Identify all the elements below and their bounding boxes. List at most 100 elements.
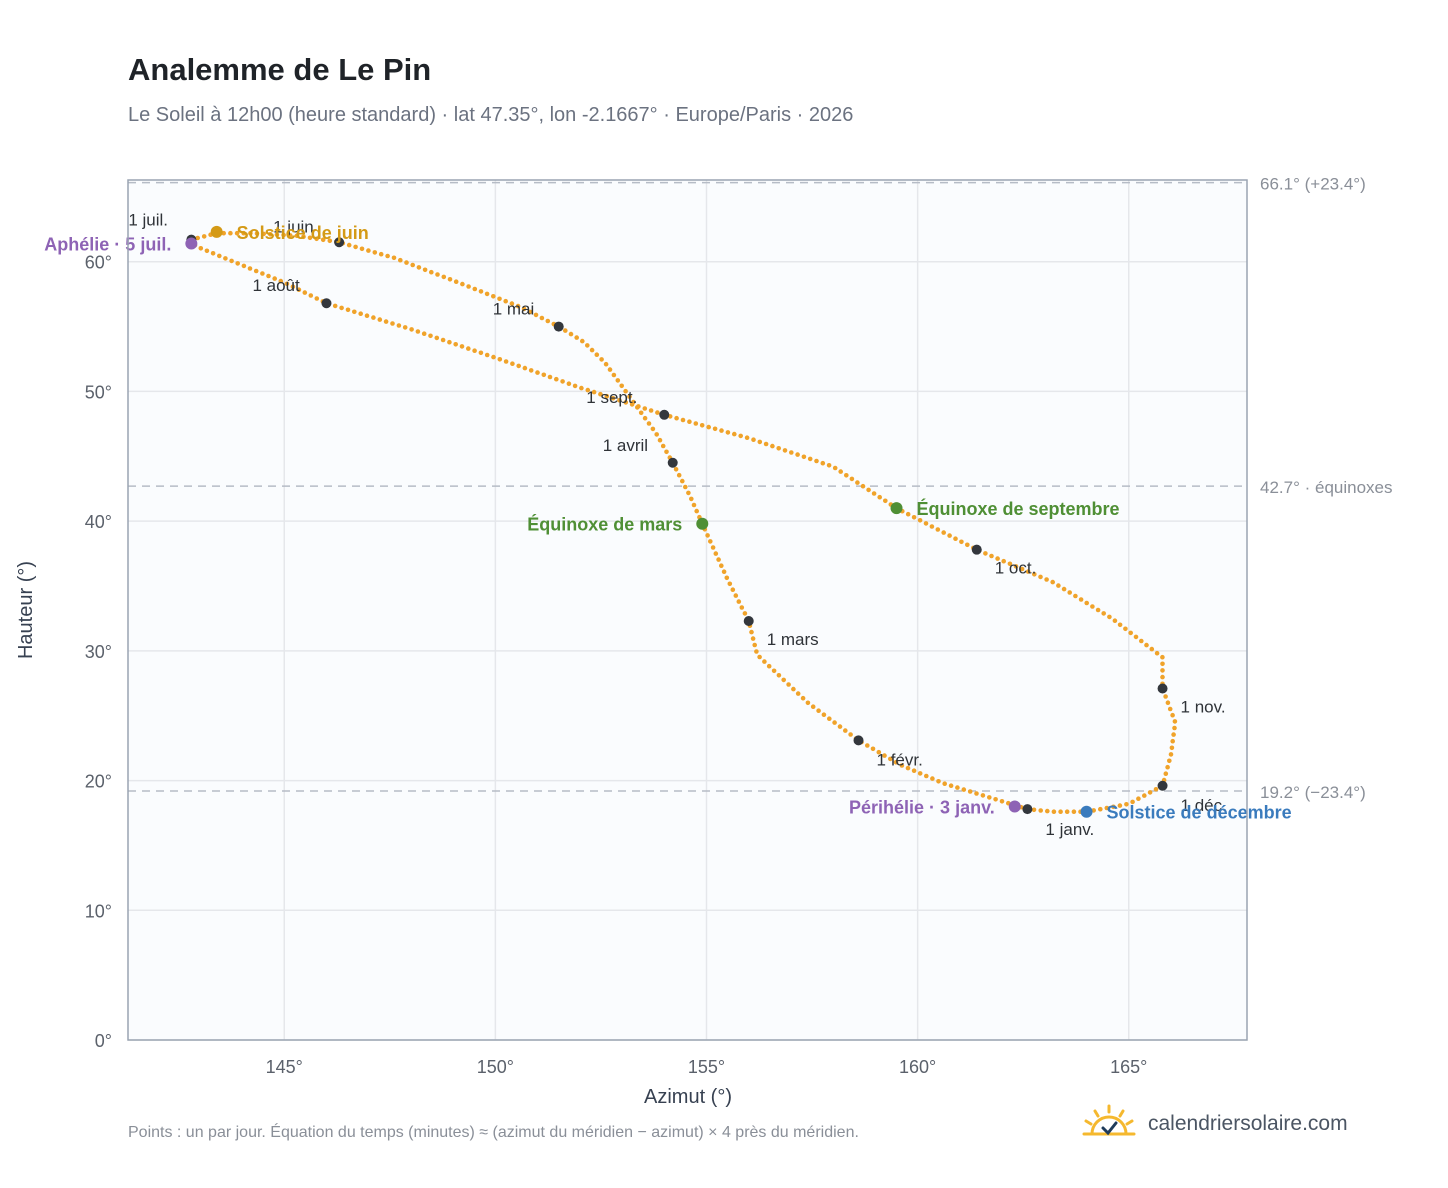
day-point [294,233,300,239]
day-point [762,659,767,664]
day-point [1136,796,1141,801]
day-point [554,376,559,382]
day-point [371,315,376,320]
month-marker [743,616,754,627]
day-point [302,290,308,295]
day-point [610,396,616,401]
day-point [1160,661,1165,667]
day-point [752,642,757,648]
day-point [821,712,827,717]
day-point [509,301,515,306]
day-point [629,402,635,407]
day-point [478,350,484,356]
day-point [497,296,502,302]
day-point [516,363,521,369]
day-point [739,605,745,610]
day-point [1149,646,1155,652]
day-point [832,720,837,725]
day-point [528,368,534,373]
day-point [999,799,1005,804]
day-point [807,456,813,462]
day-point [750,636,756,641]
day-point [611,372,617,378]
day-point [1167,758,1172,764]
day-point [301,234,306,240]
day-point [967,789,973,794]
day-point [1147,790,1153,795]
month-marker [553,321,564,332]
day-point [781,677,786,683]
month-label: 1 mars [767,630,819,649]
day-point [1044,577,1049,582]
event-marker [1080,805,1093,818]
month-marker [334,237,345,248]
y-axis-label: Hauteur (°) [15,561,37,659]
day-point [810,704,816,709]
day-point [1073,593,1078,599]
day-point [604,393,610,399]
day-point [327,238,333,244]
day-point [727,581,733,587]
footnote: Points : un par jour. Équation du temps … [128,1124,859,1141]
day-point [1117,803,1123,808]
day-point [893,760,899,765]
brand[interactable]: calendriersolaire.com [1082,1104,1348,1144]
day-point [260,271,265,276]
month-marker [1157,780,1168,791]
day-point [795,691,801,696]
day-point [460,281,465,287]
day-point [814,458,819,464]
month-marker [667,457,678,468]
day-point [1091,808,1096,813]
day-point [585,343,590,348]
day-point [924,773,929,779]
day-point [563,328,568,333]
day-point [699,423,705,428]
brand-name: calendriersolaire.com [1148,1112,1348,1135]
day-point [844,473,849,478]
day-point [1123,626,1128,632]
day-point [871,491,877,496]
day-point [204,248,210,254]
day-point [657,437,663,443]
day-point [241,263,247,269]
day-point [198,246,204,251]
day-point [416,265,422,270]
day-point [1032,572,1037,577]
day-point [683,484,688,490]
day-point [594,352,600,358]
day-point [713,551,719,556]
day-point [654,432,659,437]
day-point [710,545,716,550]
day-point [217,253,222,259]
day-point [440,337,446,343]
day-point [466,284,471,289]
day-point [655,410,660,415]
day-point [1067,590,1072,595]
day-point [320,237,326,243]
day-point [974,791,979,796]
day-point [441,274,447,280]
reference-lines: 66.1° (+23.4°) 42.7° · équinoxes 19.2° (−2… [128,175,1393,802]
reference-line-label: 66.1° (+23.4°) [1260,175,1366,194]
reference-line-label: 19.2° (−23.4°) [1260,783,1366,802]
day-point [247,266,253,271]
day-point [686,490,691,496]
day-point [936,779,941,784]
day-point [585,387,591,393]
day-point [510,361,515,367]
day-point [694,508,699,514]
day-point [673,467,679,472]
day-point [942,781,947,786]
day-point [261,231,267,237]
day-point [754,649,759,654]
day-point [228,230,233,236]
day-point [1107,614,1112,620]
day-point [434,335,440,341]
day-point [572,383,578,389]
day-point [733,593,739,598]
day-point [615,378,621,383]
month-markers: 1 janv. 1 févr. 1 mars 1 avril 1 mai 1 juin 1 … [128,211,1227,839]
day-point [676,472,682,478]
y-tick-label: 30° [85,642,112,662]
